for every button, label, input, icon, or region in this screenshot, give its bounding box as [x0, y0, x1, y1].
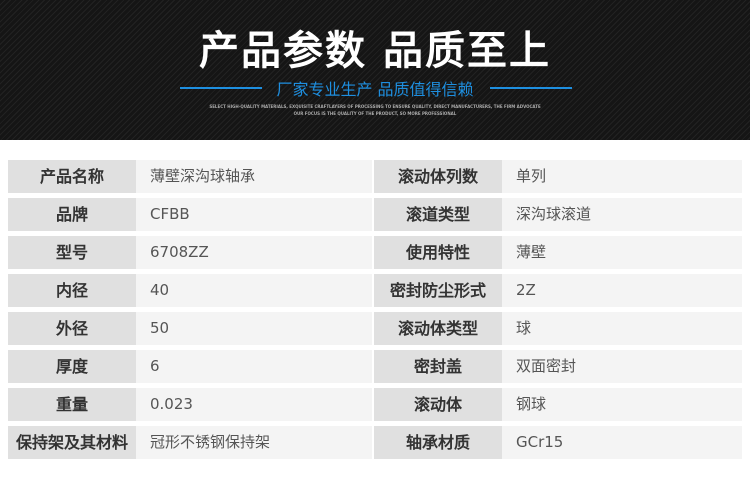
- table-row: 轴承材质 GCr15: [374, 426, 742, 459]
- spec-label: 产品名称: [8, 160, 136, 193]
- spec-value: 薄壁深沟球轴承: [136, 160, 372, 193]
- spec-label: 使用特性: [374, 236, 502, 269]
- spec-value: CFBB: [136, 198, 372, 231]
- spec-value: 双面密封: [502, 350, 742, 383]
- spec-label: 内径: [8, 274, 136, 307]
- page-title: 产品参数 品质至上: [199, 28, 551, 74]
- spec-label: 滚动体类型: [374, 312, 502, 345]
- spec-label: 轴承材质: [374, 426, 502, 459]
- spec-label: 密封防尘形式: [374, 274, 502, 307]
- spec-label: 重量: [8, 388, 136, 421]
- spec-value: 单列: [502, 160, 742, 193]
- table-row: 滚动体类型球: [374, 312, 742, 345]
- spec-value: 冠形不锈钢保持架: [136, 426, 372, 459]
- table-row: 滚动体 钢球: [374, 388, 742, 421]
- spec-value: 6708ZZ: [136, 236, 372, 269]
- spec-value: 0.023: [136, 388, 372, 421]
- table-row: 密封防尘形式 2Z: [374, 274, 742, 307]
- table-row: 使用特性 薄壁: [374, 236, 742, 269]
- spec-label: 品牌: [8, 198, 136, 231]
- spec-value: 2Z: [502, 274, 742, 307]
- divider-left: [180, 87, 262, 89]
- table-row: 滚道类型 深沟球滚道: [374, 198, 742, 231]
- table-row: 保持架及其材料 冠形不锈钢保持架: [8, 426, 372, 459]
- spec-label: 滚道类型: [374, 198, 502, 231]
- spec-value: GCr15: [502, 426, 742, 459]
- table-row: 滚动体列数 单列: [374, 160, 742, 193]
- spec-label: 型号: [8, 236, 136, 269]
- spec-value: 40: [136, 274, 372, 307]
- table-row: 品牌 CFBB: [8, 198, 372, 231]
- spec-value: 薄壁: [502, 236, 742, 269]
- spec-value: 50: [136, 312, 372, 345]
- spec-value: 球: [502, 312, 742, 345]
- spec-label: 密封盖: [374, 350, 502, 383]
- table-row: 产品名称 薄壁深沟球轴承: [8, 160, 372, 193]
- divider-right: [490, 87, 572, 89]
- spec-label: 外径: [8, 312, 136, 345]
- spec-value: 6: [136, 350, 372, 383]
- spec-label: 保持架及其材料: [8, 426, 136, 459]
- table-row: 密封盖 双面密封: [374, 350, 742, 383]
- english-tagline-2: OUR FOCUS IS THE QUALITY OF THE PRODUCT,…: [293, 111, 457, 116]
- subtitle: 厂家专业生产 品质值得信赖: [276, 80, 474, 99]
- table-row: 厚度 6: [8, 350, 372, 383]
- table-row: 型号 6708ZZ: [8, 236, 372, 269]
- spec-value: 钢球: [502, 388, 742, 421]
- table-row: 重量 0.023: [8, 388, 372, 421]
- english-tagline-1: SELECT HIGH-QUALITY MATERIALS, EXQUISITE…: [209, 104, 541, 109]
- table-row: 内径 40: [8, 274, 372, 307]
- spec-label: 厚度: [8, 350, 136, 383]
- table-row: 外径 50: [8, 312, 372, 345]
- header-banner: 产品参数 品质至上 厂家专业生产 品质值得信赖 SELECT HIGH-QUAL…: [0, 0, 750, 140]
- spec-label: 滚动体: [374, 388, 502, 421]
- spec-label: 滚动体列数: [374, 160, 502, 193]
- spec-value: 深沟球滚道: [502, 198, 742, 231]
